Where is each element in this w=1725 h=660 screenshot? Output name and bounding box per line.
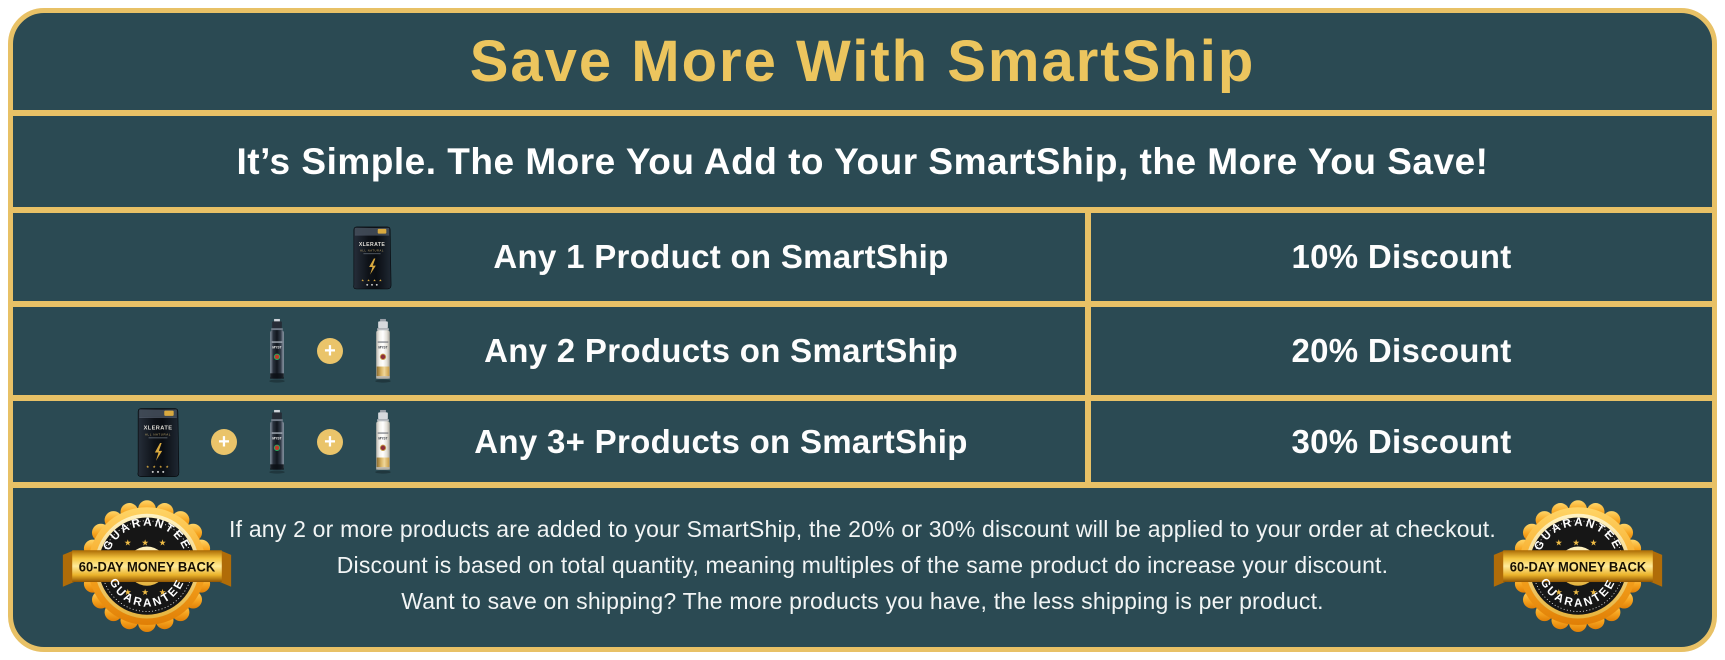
light-spray-bottle-icon — [373, 318, 393, 384]
row3-product-images: + + — [13, 401, 413, 482]
footer-line: Discount is based on total quantity, mea… — [336, 551, 1389, 578]
footer: GUARANTEE ★ ★ ★ 60-DAY MONEY BACK ★ ★ ★ … — [13, 488, 1712, 647]
plus-icon: + — [211, 428, 237, 455]
table-row: Any 1 Product on SmartShip 10% Discount — [13, 213, 1712, 307]
smartship-promo-card: Save More With SmartShip It’s Simple. Th… — [8, 8, 1717, 652]
row1-product-images — [13, 213, 413, 301]
footer-disclaimer: If any 2 or more products are added to y… — [229, 511, 1496, 619]
table-row: + + Any 3+ Products on SmartShip 30% Dis… — [13, 401, 1712, 488]
money-back-guarantee-badge-left: GUARANTEE ★ ★ ★ 60-DAY MONEY BACK ★ ★ ★ … — [62, 499, 232, 632]
row1-products-cell: Any 1 Product on SmartShip — [13, 213, 1091, 301]
money-back-guarantee-badge-right: GUARANTEE ★ ★ ★ 60-DAY MONEY BACK ★ ★ ★ … — [1493, 499, 1663, 632]
plus-icon: + — [317, 338, 343, 364]
badge-stars-bottom: ★ ★ ★ — [124, 587, 170, 597]
pouch-product-icon — [351, 224, 393, 291]
subtitle-text: It’s Simple. The More You Add to Your Sm… — [236, 140, 1489, 182]
footer-line: Want to save on shipping? The more produ… — [401, 587, 1324, 614]
row3-products-cell: + + Any 3+ Products on SmartShip — [13, 401, 1091, 482]
badge-ribbon-text: 60-DAY MONEY BACK — [79, 558, 215, 574]
row2-discount: 20% Discount — [1291, 332, 1512, 369]
header: Save More With SmartShip — [13, 13, 1712, 116]
row2-product-images: + — [13, 307, 413, 395]
dark-spray-bottle-icon — [267, 409, 287, 475]
page-title: Save More With SmartShip — [469, 29, 1256, 94]
row2-products-cell: + Any 2 Products on SmartShip — [13, 307, 1091, 395]
row3-label: Any 3+ Products on SmartShip — [474, 422, 968, 460]
row1-label: Any 1 Product on SmartShip — [493, 238, 949, 275]
pouch-product-icon — [135, 405, 181, 479]
table-row: + Any 2 Products on SmartShip 20% Discou… — [13, 307, 1712, 401]
subtitle-row: It’s Simple. The More You Add to Your Sm… — [13, 116, 1712, 213]
badge-stars-bottom: ★ ★ ★ — [1555, 587, 1601, 597]
dark-spray-bottle-icon — [267, 318, 287, 384]
footer-line: If any 2 or more products are added to y… — [229, 515, 1496, 542]
row2-label: Any 2 Products on SmartShip — [484, 332, 958, 369]
badge-stars-top: ★ ★ ★ — [124, 537, 170, 547]
row3-discount-cell: 30% Discount — [1091, 401, 1712, 482]
light-spray-bottle-icon — [373, 409, 393, 475]
plus-icon: + — [317, 428, 343, 455]
badge-stars-top: ★ ★ ★ — [1555, 537, 1601, 547]
row1-discount-cell: 10% Discount — [1091, 213, 1712, 301]
row2-discount-cell: 20% Discount — [1091, 307, 1712, 395]
badge-ribbon-text: 60-DAY MONEY BACK — [1510, 558, 1646, 574]
row3-discount: 30% Discount — [1291, 422, 1512, 460]
row1-discount: 10% Discount — [1291, 238, 1512, 275]
